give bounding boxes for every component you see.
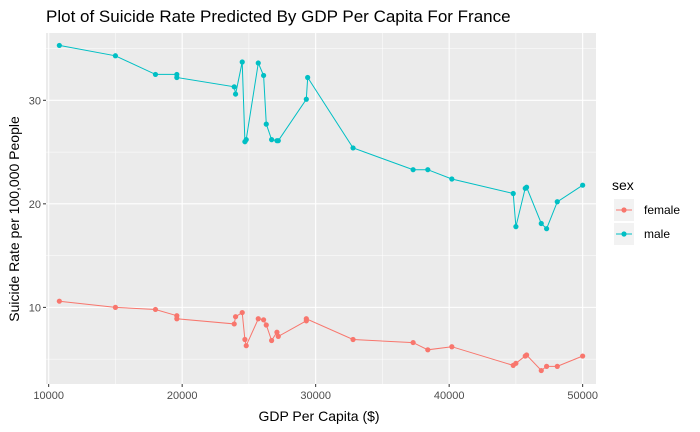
legend-label-female: female — [644, 203, 680, 217]
y-tick-label: 10 — [29, 302, 41, 314]
data-point-male — [523, 184, 530, 190]
data-point-female — [580, 353, 586, 359]
data-point-female — [523, 352, 530, 358]
chart-title: Plot of Suicide Rate Predicted By GDP Pe… — [46, 7, 511, 26]
data-point-female — [303, 316, 309, 322]
data-point-female — [449, 344, 455, 350]
data-point-male — [260, 72, 267, 79]
data-point-female — [410, 339, 416, 346]
legend-key-female — [614, 199, 634, 221]
data-point-male — [231, 84, 237, 90]
data-point-female — [538, 367, 544, 374]
x-tick-label: 40000 — [434, 390, 465, 402]
data-point-male — [239, 59, 245, 65]
data-point-female — [174, 316, 180, 322]
x-axis-ticks: 10000 20000 30000 40000 50000 — [33, 384, 598, 402]
y-tick-label: 30 — [29, 95, 41, 107]
series-female — [56, 298, 586, 374]
data-point-male — [303, 96, 309, 102]
data-point-male — [269, 137, 275, 143]
data-point-female — [255, 316, 261, 322]
data-point-male — [255, 60, 261, 66]
data-point-male — [56, 42, 62, 49]
legend-label-male: male — [644, 227, 670, 241]
data-point-male — [112, 53, 119, 59]
data-point-male — [410, 167, 416, 173]
data-point-female — [231, 321, 237, 327]
data-point-female — [275, 333, 281, 339]
data-point-male — [350, 145, 356, 151]
data-point-male — [544, 226, 550, 232]
data-point-male — [425, 167, 431, 173]
legend-key-point — [621, 231, 627, 237]
data-point-male — [152, 71, 159, 78]
data-point-male — [174, 74, 180, 81]
data-point-female — [263, 322, 269, 328]
data-point-female — [112, 304, 119, 310]
data-point-female — [239, 309, 245, 316]
data-point-female — [232, 314, 239, 320]
data-point-female — [544, 363, 550, 369]
data-point-female — [513, 360, 519, 366]
x-tick-label: 30000 — [300, 390, 331, 402]
x-tick-label: 20000 — [167, 390, 198, 402]
x-tick-label: 50000 — [567, 390, 598, 402]
data-point-female — [152, 306, 159, 313]
legend: sex female male — [612, 177, 680, 245]
data-point-female — [554, 363, 560, 369]
x-tick-label: 10000 — [33, 390, 64, 402]
x-axis-title: GDP Per Capita ($) — [258, 408, 379, 424]
data-point-male — [232, 91, 239, 97]
legend-title: sex — [612, 177, 634, 193]
data-point-female — [260, 317, 267, 323]
data-point-female — [242, 336, 248, 343]
data-point-male — [538, 220, 544, 227]
legend-key-male — [614, 223, 634, 245]
data-point-female — [425, 347, 431, 353]
data-point-male — [513, 224, 519, 230]
grid-major — [46, 33, 596, 384]
data-point-male — [275, 138, 281, 144]
data-point-female — [274, 329, 280, 335]
data-point-male — [243, 137, 249, 143]
y-axis-ticks: 10 20 30 — [29, 95, 46, 314]
y-tick-label: 20 — [29, 199, 41, 211]
data-point-female — [269, 337, 275, 344]
data-point-female — [56, 298, 62, 304]
data-point-male — [305, 74, 311, 81]
data-point-male — [449, 176, 455, 182]
grid-minor — [46, 33, 596, 384]
data-point-female — [350, 336, 356, 343]
data-point-male — [510, 190, 516, 197]
series-male — [56, 42, 586, 232]
y-axis-title: Suicide Rate per 100,000 People — [6, 116, 22, 322]
data-point-male — [580, 182, 586, 188]
legend-key-point — [621, 207, 627, 213]
data-point-female — [243, 343, 249, 349]
data-point-male — [554, 199, 560, 205]
plot-panel — [46, 33, 596, 384]
data-point-male — [263, 121, 269, 127]
series-layer — [56, 42, 586, 374]
